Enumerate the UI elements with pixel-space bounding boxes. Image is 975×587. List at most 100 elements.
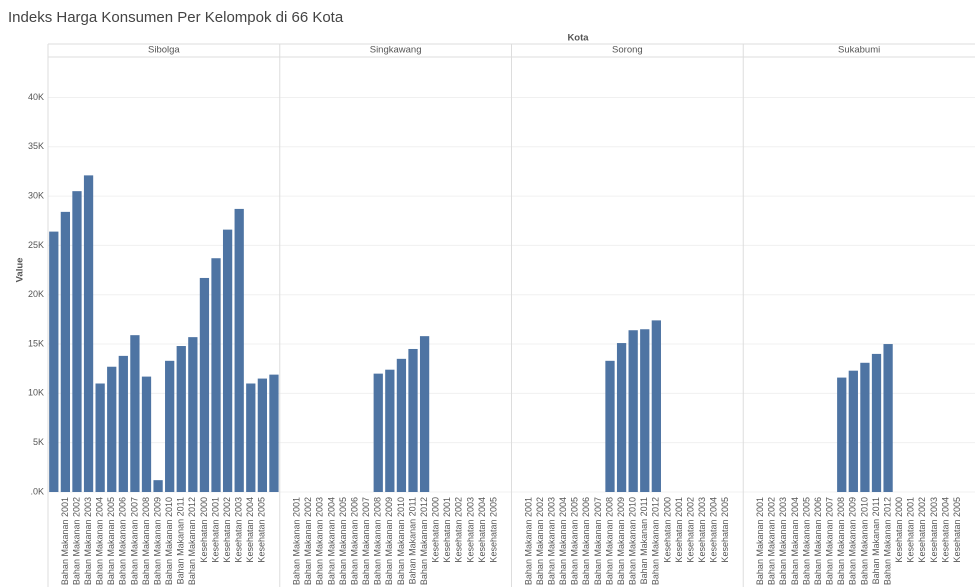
y-tick-label: 15K: [28, 338, 44, 348]
x-tick-label: Bahan Makanan 2001: [523, 497, 533, 585]
bar: [385, 369, 395, 492]
bar: [234, 208, 244, 492]
x-tick-label: Kesehatan 2004: [940, 497, 950, 563]
x-tick-label: Bahan Makanan 2007: [825, 497, 835, 585]
y-tick-label: 5K: [33, 437, 44, 447]
bar: [616, 343, 627, 492]
x-tick-label: Kesehatan 2002: [454, 497, 464, 563]
y-tick-label: 20K: [28, 289, 44, 299]
x-tick-label: Bahan Makanan 2005: [570, 497, 580, 585]
bar: [246, 383, 256, 492]
bar: [222, 229, 233, 493]
y-axis-title: Value: [15, 258, 26, 283]
x-tick-label: Kesehatan 2000: [662, 497, 672, 563]
x-tick-label: Bahan Makanan 2002: [71, 497, 81, 585]
bar: [118, 355, 128, 492]
bar: [49, 231, 59, 492]
x-tick-label: Bahan Makanan 2006: [349, 497, 359, 585]
x-tick-label: Kesehatan 2005: [720, 497, 730, 563]
x-tick-label: Bahan Makanan 2005: [106, 497, 116, 585]
x-tick-label: Bahan Makanan 2008: [836, 497, 846, 585]
x-tick-label: Bahan Makanan 2008: [604, 497, 614, 585]
x-tick-label: Bahan Makanan 2008: [141, 497, 151, 585]
x-tick-label: Bahan Makanan 2009: [152, 497, 162, 585]
bar: [153, 480, 163, 492]
x-tick-label: Bahan Makanan 2003: [83, 497, 93, 585]
bar: [72, 191, 82, 492]
x-tick-label: Bahan Makanan 2003: [315, 497, 325, 585]
x-tick-label: Kesehatan 2004: [477, 497, 487, 563]
x-tick-label: Kesehatan 2001: [442, 497, 452, 563]
x-tick-label: Kesehatan 2003: [697, 497, 707, 563]
bar: [269, 374, 279, 492]
y-tick-label: .0K: [30, 486, 44, 496]
x-tick-label: Kesehatan 2001: [210, 497, 220, 563]
bar: [83, 175, 94, 493]
x-tick-label: Bahan Makanan 2003: [778, 497, 788, 585]
bar: [188, 337, 198, 492]
y-tick-label: 30K: [28, 190, 44, 200]
x-tick-label: Kesehatan 2005: [257, 497, 267, 563]
x-tick-label: Bahan Makanan 2007: [361, 497, 371, 585]
panel-header: Singkawang: [370, 45, 422, 56]
x-tick-label: Bahan Makanan 2004: [790, 497, 800, 585]
x-tick-label: Bahan Makanan 2004: [558, 497, 568, 585]
x-tick-label: Bahan Makanan 2006: [581, 497, 591, 585]
bar: [396, 358, 407, 492]
bar: [199, 277, 210, 492]
x-tick-label: Kesehatan 2001: [674, 497, 684, 563]
x-tick-label: Bahan Makanan 2009: [616, 497, 626, 585]
x-tick-label: Kesehatan 2002: [222, 497, 232, 563]
x-tick-label: Bahan Makanan 2005: [801, 497, 811, 585]
bar: [141, 376, 152, 492]
x-tick-label: Kesehatan 2003: [465, 497, 475, 563]
panel-header: Sukabumi: [838, 45, 880, 56]
bar: [837, 377, 847, 492]
x-tick-label: Bahan Makanan 2004: [95, 497, 105, 585]
x-tick-label: Bahan Makanan 2010: [628, 497, 638, 585]
x-tick-label: Bahan Makanan 2012: [651, 497, 661, 585]
y-tick-label: 10K: [28, 388, 44, 398]
bar: [419, 336, 430, 492]
bar: [628, 330, 638, 492]
bar: [95, 383, 105, 492]
x-tick-label: Bahan Makanan 2004: [326, 497, 336, 585]
bar: [211, 258, 221, 492]
x-tick-label: Bahan Makanan 2006: [118, 497, 128, 585]
x-tick-label: Bahan Makanan 2002: [767, 497, 777, 585]
x-tick-label: Kesehatan 2000: [894, 497, 904, 563]
x-tick-label: Bahan Makanan 2012: [882, 497, 892, 585]
bar: [107, 366, 117, 492]
x-tick-label: Bahan Makanan 2001: [292, 497, 302, 585]
bar: [860, 362, 870, 492]
y-tick-label: 25K: [28, 240, 44, 250]
bar: [408, 348, 418, 492]
x-tick-label: Bahan Makanan 2011: [871, 497, 881, 584]
x-tick-label: Bahan Makanan 2005: [338, 497, 348, 585]
x-tick-label: Bahan Makanan 2012: [419, 497, 429, 585]
x-tick-label: Bahan Makanan 2007: [129, 497, 139, 585]
bar: [257, 378, 268, 492]
bar: [871, 353, 882, 492]
x-tick-label: Bahan Makanan 2007: [593, 497, 603, 585]
x-tick-label: Kesehatan 2004: [245, 497, 255, 563]
y-tick-label: 40K: [28, 92, 44, 102]
x-tick-label: Bahan Makanan 2006: [813, 497, 823, 585]
x-tick-label: Kesehatan 2000: [199, 497, 209, 563]
x-tick-label: Bahan Makanan 2010: [396, 497, 406, 585]
chart-title: Indeks Harga Konsumen Per Kelompok di 66…: [8, 9, 344, 26]
x-tick-label: Kesehatan 2002: [917, 497, 927, 563]
bar: [165, 360, 175, 492]
bar: [60, 211, 71, 492]
x-tick-label: Kesehatan 2003: [234, 497, 244, 563]
bar: [848, 370, 858, 492]
column-header: Kota: [567, 33, 589, 44]
bar: [130, 335, 140, 492]
x-tick-label: Bahan Makanan 2001: [755, 497, 765, 585]
bar: [373, 373, 383, 492]
x-tick-label: Bahan Makanan 2002: [303, 497, 313, 585]
x-tick-label: Kesehatan 2002: [685, 497, 695, 563]
bar: [605, 360, 615, 492]
x-tick-label: Bahan Makanan 2002: [535, 497, 545, 585]
